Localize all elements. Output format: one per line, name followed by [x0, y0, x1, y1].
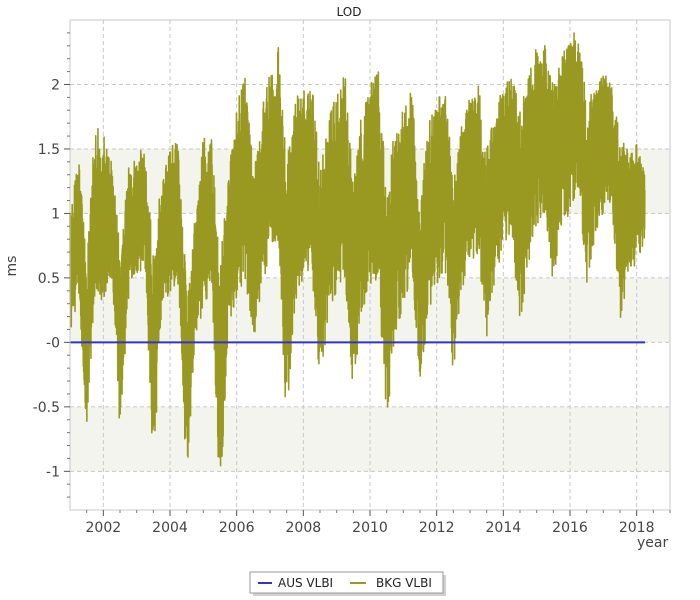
- axes: -1 -0.5 -0 0.5 1 1.5 2 2002 2004 2006 2008 2010 2012…: [33, 32, 671, 536]
- y-tick-label: -0.5: [33, 400, 60, 416]
- x-tick-label: 2012: [419, 520, 455, 536]
- band: [70, 406, 670, 472]
- y-tick-label: -0: [46, 335, 60, 351]
- x-tick-label: 2010: [352, 520, 388, 536]
- legend-box: [249, 571, 444, 594]
- legend-label-bkg: BKG VLBI: [376, 576, 432, 590]
- legend: AUS VLBI BKG VLBI: [249, 571, 446, 596]
- y-tick-label: 1: [51, 206, 60, 222]
- y-tick-label: 2: [51, 77, 60, 93]
- series-line-bkg-vlbi: [69, 32, 646, 467]
- x-tick-label: 2004: [152, 520, 188, 536]
- x-axis-label: year: [637, 535, 668, 551]
- x-tick-label: 2016: [552, 520, 588, 536]
- x-tick-label: 2002: [86, 520, 122, 536]
- legend-label-aus: AUS VLBI: [278, 576, 333, 590]
- x-tick-label: 2014: [486, 520, 522, 536]
- x-tick-label: 2008: [286, 520, 322, 536]
- y-tick-label: 0.5: [38, 271, 60, 287]
- x-tick-label: 2006: [219, 520, 255, 536]
- y-axis-label: ms: [4, 256, 20, 277]
- x-tick-label: 2018: [619, 520, 655, 536]
- y-tick-label: -1: [46, 464, 60, 480]
- series-group: [69, 32, 646, 467]
- y-tick-label: 1.5: [38, 142, 60, 158]
- chart-title: LOD: [337, 5, 362, 19]
